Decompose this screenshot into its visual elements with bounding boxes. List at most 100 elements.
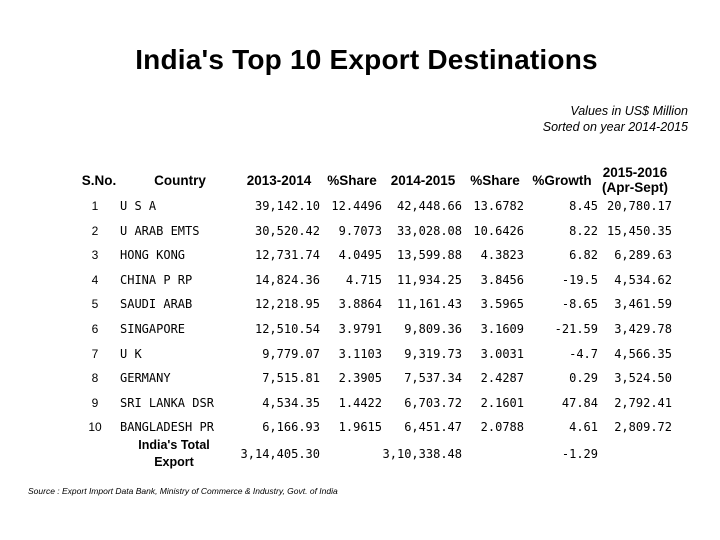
- cell-2014-2015: 9,319.73: [404, 347, 462, 361]
- cell-share-2014: 3.0031: [480, 347, 524, 361]
- cell-2015-2016: 2,809.72: [614, 420, 672, 434]
- cell-2015-2016: 2,792.41: [614, 396, 672, 410]
- header-2015-2016-line2: (Apr-Sept): [602, 180, 668, 195]
- cell-2013-2014: 9,779.07: [262, 347, 320, 361]
- cell-country: GERMANY: [120, 371, 171, 385]
- cell-2013-2014: 12,218.95: [254, 297, 320, 311]
- cell-share-2013: 4.715: [345, 273, 382, 287]
- cell-sno: 7: [91, 347, 99, 361]
- cell-share-2014: 3.5965: [480, 297, 524, 311]
- cell-country: SRI LANKA DSR: [120, 396, 214, 410]
- cell-share-2014: 3.8456: [480, 273, 524, 287]
- cell-country: U ARAB EMTS: [120, 224, 200, 238]
- cell-sno: 2: [91, 224, 99, 238]
- cell-share-2014: 2.1601: [480, 396, 524, 410]
- cell-country: SINGAPORE: [120, 322, 186, 336]
- cell-2013-2014: 4,534.35: [262, 396, 320, 410]
- cell-sno: 1: [91, 199, 99, 213]
- cell-2014-2015: 42,448.66: [396, 199, 462, 213]
- cell-2014-2015: 9,809.36: [404, 322, 462, 336]
- header-2013-2014: 2013-2014: [246, 172, 312, 188]
- cell-share-2013: 1.4422: [338, 396, 382, 410]
- cell-share-2014: 4.3823: [480, 248, 524, 262]
- cell-country: U K: [120, 347, 142, 361]
- cell-2015-2016: 3,461.59: [614, 297, 672, 311]
- cell-sno: 10: [88, 420, 102, 434]
- cell-2013-2014: 7,515.81: [262, 371, 320, 385]
- cell-country: SAUDI ARAB: [120, 297, 193, 311]
- cell-2014-2015: 13,599.88: [396, 248, 462, 262]
- cell-sno: 8: [91, 371, 99, 385]
- cell-sno: 9: [91, 396, 99, 410]
- cell-share-2014: 2.4287: [480, 371, 524, 385]
- cell-growth: 4.61: [569, 420, 598, 434]
- cell-growth: -8.65: [561, 297, 598, 311]
- cell-2015-2016: 20,780.17: [606, 199, 672, 213]
- cell-growth: -4.7: [569, 347, 598, 361]
- cell-share-2014: 3.1609: [480, 322, 524, 336]
- cell-share-2013: 1.9615: [338, 420, 382, 434]
- cell-sno: 4: [91, 273, 99, 287]
- header-share-2013: %Share: [327, 172, 377, 188]
- cell-share-2014: 10.6426: [473, 224, 524, 238]
- cell-2015-2016: 3,429.78: [614, 322, 672, 336]
- cell-share-2013: 4.0495: [338, 248, 382, 262]
- cell-2013-2014: 12,731.74: [254, 248, 320, 262]
- cell-country: U S A: [120, 199, 157, 213]
- cell-country: HONG KONG: [120, 248, 186, 262]
- cell-2014-2015: 7,537.34: [404, 371, 462, 385]
- units-note-line1: Values in US$ Million: [570, 104, 688, 118]
- cell-2015-2016: 4,566.35: [614, 347, 672, 361]
- cell-share-2013: 3.8864: [338, 297, 382, 311]
- cell-growth: 8.22: [569, 224, 598, 238]
- cell-share-2013: 12.4496: [331, 199, 382, 213]
- cell-2015-2016: 15,450.35: [606, 224, 672, 238]
- source-note: Source : Export Import Data Bank, Minist…: [28, 486, 338, 496]
- cell-sno: 3: [91, 248, 99, 262]
- units-note: Values in US$ Million Sorted on year 201…: [543, 103, 688, 135]
- cell-growth: -21.59: [554, 322, 598, 336]
- cell-2014-2015: 11,934.25: [396, 273, 462, 287]
- cell-country: BANGLADESH PR: [120, 420, 214, 434]
- cell-growth: 0.29: [569, 371, 598, 385]
- cell-2013-2014: 12,510.54: [254, 322, 320, 336]
- cell-share-2014: 2.0788: [480, 420, 524, 434]
- total-2014-2015: 3,10,338.48: [382, 447, 462, 461]
- units-note-line2: Sorted on year 2014-2015: [542, 120, 688, 134]
- cell-2014-2015: 6,451.47: [404, 420, 462, 434]
- total-label: India's Total Export: [119, 437, 229, 471]
- cell-share-2013: 3.1103: [338, 347, 382, 361]
- cell-share-2013: 3.9791: [338, 322, 382, 336]
- cell-growth: 47.84: [561, 396, 598, 410]
- cell-sno: 6: [91, 322, 99, 336]
- cell-2013-2014: 14,824.36: [254, 273, 320, 287]
- cell-growth: 6.82: [569, 248, 598, 262]
- cell-2014-2015: 33,028.08: [396, 224, 462, 238]
- cell-share-2013: 9.7073: [338, 224, 382, 238]
- cell-country: CHINA P RP: [120, 273, 193, 287]
- cell-2013-2014: 30,520.42: [254, 224, 320, 238]
- header-growth: %Growth: [532, 172, 592, 188]
- cell-2013-2014: 6,166.93: [262, 420, 320, 434]
- header-share-2014: %Share: [470, 172, 520, 188]
- cell-2013-2014: 39,142.10: [254, 199, 320, 213]
- cell-share-2013: 2.3905: [338, 371, 382, 385]
- total-label-line1: India's Total: [138, 438, 210, 452]
- cell-2014-2015: 6,703.72: [404, 396, 462, 410]
- cell-2015-2016: 6,289.63: [614, 248, 672, 262]
- page-title: India's Top 10 Export Destinations: [135, 44, 598, 75]
- cell-2015-2016: 4,534.62: [614, 273, 672, 287]
- cell-growth: -19.5: [561, 273, 598, 287]
- cell-growth: 8.45: [569, 199, 598, 213]
- cell-2014-2015: 11,161.43: [396, 297, 462, 311]
- cell-sno: 5: [91, 297, 99, 311]
- header-2015-2016: 2015-2016 (Apr-Sept): [598, 163, 672, 197]
- total-growth: -1.29: [561, 447, 598, 461]
- header-sno: S.No.: [81, 172, 117, 188]
- header-country: Country: [154, 172, 206, 188]
- header-2014-2015: 2014-2015: [390, 172, 456, 188]
- cell-share-2014: 13.6782: [473, 199, 524, 213]
- total-label-line2: Export: [154, 455, 194, 469]
- total-2013-2014: 3,14,405.30: [240, 447, 320, 461]
- cell-2015-2016: 3,524.50: [614, 371, 672, 385]
